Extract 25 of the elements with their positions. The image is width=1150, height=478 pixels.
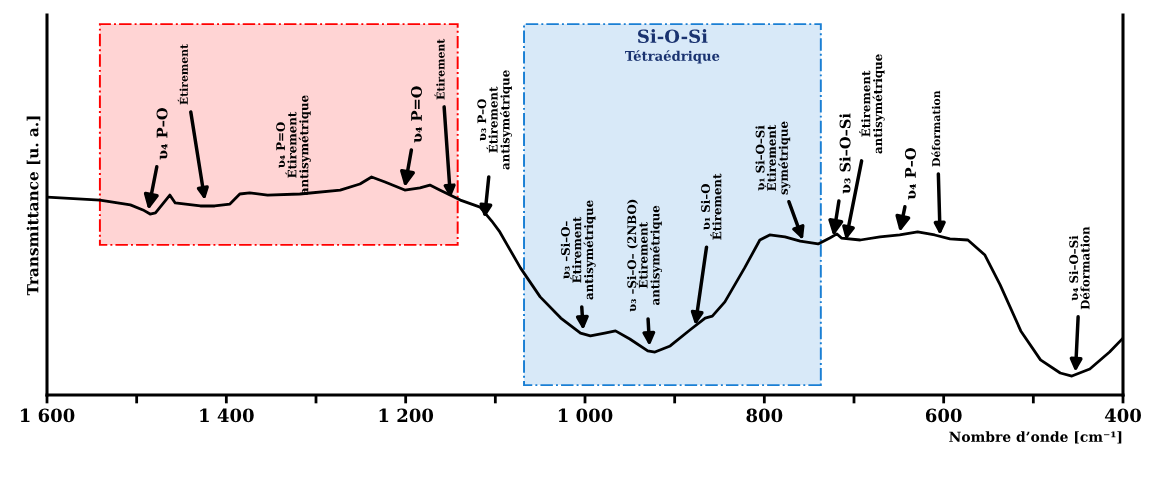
annotation: ʋ₄ P=O Étirement antisymétrique: [276, 95, 311, 195]
x-tick-label: 1 400: [200, 408, 254, 423]
annotation: Étirement: [434, 38, 445, 100]
annotation: ʋ₁ Si–O Étirement: [700, 173, 722, 240]
annotation: ʋ₄ P–O: [156, 108, 168, 160]
x-tick-label: 400: [1104, 408, 1141, 423]
x-tick-label: 1 000: [558, 408, 613, 423]
band-label: Si-O-Si Tétraédrique: [625, 29, 720, 64]
y-axis-title: Transmittance [u. a.]: [26, 116, 41, 296]
annotation: Déformation: [931, 90, 941, 167]
x-tick-label: 1 600: [20, 408, 75, 423]
annotation: ʋ₃ P–O Étirement antisymétrique: [477, 70, 513, 170]
annotation: ʋ₃ –Si–O– Étirement antisymétrique: [560, 200, 596, 300]
x-tick-label: 1 200: [379, 408, 434, 423]
annotation: ʋ₁ Si–O–Si Étirement symétrique: [755, 121, 791, 195]
annotation: ʋ₄ P–O: [904, 148, 916, 200]
annotation: ʋ₃ Si–O–Si: [839, 113, 851, 194]
annotation: Étirement: [177, 43, 188, 105]
annotation: ʋ₄ P=O: [410, 86, 422, 143]
annotation: ʋ₄ Si–O–Si Déformation: [1069, 226, 1090, 310]
annotation: ʋ₃ –Si–O– (2NBO) Étirement antisymétrique: [627, 199, 663, 312]
x-axis-title: Nombre d’onde [cm⁻¹]: [949, 431, 1122, 444]
annotation: Étirement antisymétrique: [859, 54, 885, 154]
x-tick-label: 600: [925, 408, 962, 423]
x-tick-label: 800: [746, 408, 783, 423]
